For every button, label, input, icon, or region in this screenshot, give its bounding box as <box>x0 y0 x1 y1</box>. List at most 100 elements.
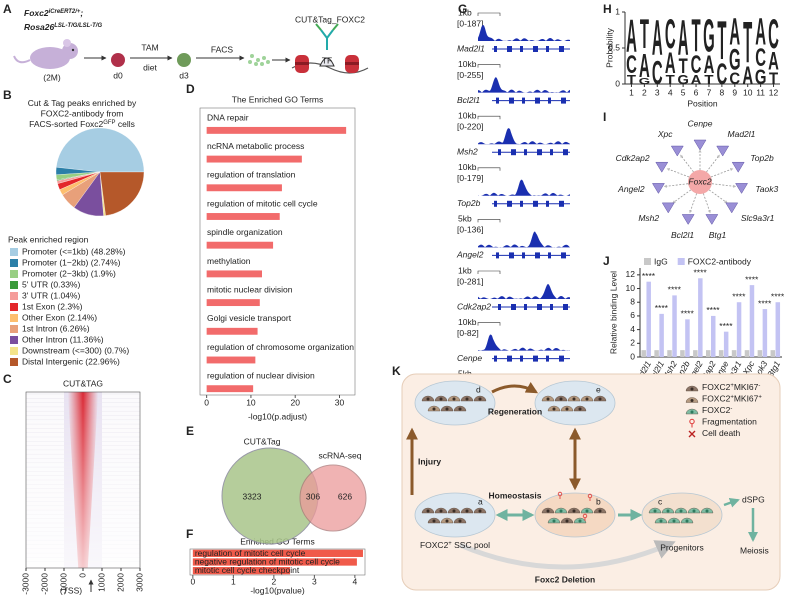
legend-label: 1st Exon (2.3%) <box>22 301 83 311</box>
gene-exon <box>494 200 497 207</box>
logo-letter: T <box>627 73 637 87</box>
network-target-icon <box>735 183 749 194</box>
tss-label: (TSS) <box>60 585 82 595</box>
bar <box>698 278 703 357</box>
gene-exon <box>522 97 525 104</box>
gene-exon <box>533 200 538 207</box>
bar <box>206 241 274 249</box>
logo-letter-group: A <box>691 73 702 87</box>
x-tick-label: 12 <box>769 87 779 97</box>
cell-nucleus <box>465 509 469 513</box>
legend-label-part: - <box>758 383 760 389</box>
panel-label: A <box>3 2 12 16</box>
significance: **** <box>655 303 669 313</box>
bar-label: spindle organization <box>207 227 283 237</box>
cell-nucleus <box>572 509 576 513</box>
network-target: Xpc <box>657 129 673 139</box>
cell-nucleus <box>598 397 602 401</box>
logo-letter-group: T <box>704 73 714 87</box>
logo-letter-group: T <box>717 11 726 71</box>
panel-label: E <box>186 424 194 438</box>
x-tick-label: 2 <box>271 576 276 586</box>
network-target-icon <box>725 202 739 214</box>
sorted-cell <box>266 60 270 64</box>
cell-nucleus <box>578 519 582 523</box>
bar-label: Golgi vesicle transport <box>207 313 292 323</box>
bar-label: mitotic cell cycle checkpoint <box>195 565 300 575</box>
legend-swatch <box>677 258 685 265</box>
track-gene: Bcl2l1 <box>457 95 480 105</box>
bar <box>706 350 711 357</box>
legend-swatch <box>10 347 18 355</box>
logo-letter-group: G <box>729 43 741 76</box>
sort-label: FACS <box>211 44 234 54</box>
track-gene: Angel2 <box>456 250 484 260</box>
track-range: [0-255] <box>457 70 483 80</box>
x-tick-label: -2000 <box>39 573 49 595</box>
gene-exon <box>546 355 549 362</box>
legend-label-part: + <box>758 394 762 400</box>
bar <box>206 356 256 364</box>
niche-letter: b <box>596 496 601 506</box>
cell-nucleus <box>559 509 563 513</box>
cell-nucleus <box>445 519 449 523</box>
bar-label: regulation of mitotic cell cycle <box>195 548 306 558</box>
legend-swatch <box>10 281 18 289</box>
bar <box>711 315 716 357</box>
network-edge <box>689 193 697 214</box>
track-scale: 10kb <box>458 110 477 120</box>
gene-exon <box>548 97 551 104</box>
gene-exon <box>561 97 566 104</box>
scale-bar <box>477 64 501 68</box>
gene-exon <box>550 149 553 156</box>
sorted-cell <box>256 58 260 62</box>
logo-letter: C <box>716 58 727 91</box>
network-target: Bcl2l1 <box>671 230 694 240</box>
logo-letter: G <box>639 76 651 86</box>
legend-swatch <box>10 248 18 256</box>
antibody <box>320 29 334 50</box>
track-scale: 1kb <box>458 7 472 17</box>
legend-label-part: MKI67 <box>734 394 759 404</box>
x-tick-label: 9 <box>732 87 737 97</box>
y-tick-label: 0 <box>615 78 620 88</box>
logo-letter: T <box>691 11 700 62</box>
mouse-tail <box>13 55 31 64</box>
gene-exon <box>559 200 564 207</box>
logo-letter-group: C <box>716 58 727 91</box>
x-tick-label: 3 <box>655 87 660 97</box>
logo-letter: C <box>768 11 779 58</box>
significance: **** <box>758 298 772 308</box>
logo-letter: C <box>729 70 740 88</box>
network-target-icon <box>651 183 665 194</box>
genotype-part: LSL-T/G/LSL-T/G <box>54 23 102 29</box>
logo-letter: C <box>665 11 676 58</box>
y-tick-label: 4 <box>630 324 635 334</box>
cell-nucleus <box>439 509 443 513</box>
niche <box>641 492 723 538</box>
network-target: Top2b <box>750 153 774 163</box>
y-tick-label: 1 <box>615 6 620 16</box>
network-edge <box>710 168 734 178</box>
genotype: Foxc2iCreERT2/+; <box>24 8 83 18</box>
x-tick-label: 2 <box>642 87 647 97</box>
gene-exon <box>546 200 549 207</box>
label-progenitors: Progenitors <box>660 542 703 552</box>
label-pool-part: FOXC2 <box>420 540 449 550</box>
niche-letter: c <box>658 496 663 506</box>
logo-letter: A <box>755 12 766 54</box>
legend-label: 3' UTR (1.04%) <box>22 290 80 300</box>
cell-nucleus <box>452 397 456 401</box>
panel-label: D <box>186 82 195 96</box>
gene-exon <box>496 97 499 104</box>
sorted-cell <box>254 62 258 66</box>
logo-letter: G <box>703 11 715 62</box>
network-target-icon <box>705 214 719 225</box>
logo-letter-group: A <box>704 51 715 79</box>
logo-letter: A <box>768 48 779 76</box>
cell-nucleus <box>690 410 694 414</box>
plot-frame <box>199 107 356 396</box>
sorted-cell <box>262 56 266 60</box>
track-gene: Cdk2ap2 <box>457 301 491 311</box>
significance: **** <box>706 305 720 315</box>
